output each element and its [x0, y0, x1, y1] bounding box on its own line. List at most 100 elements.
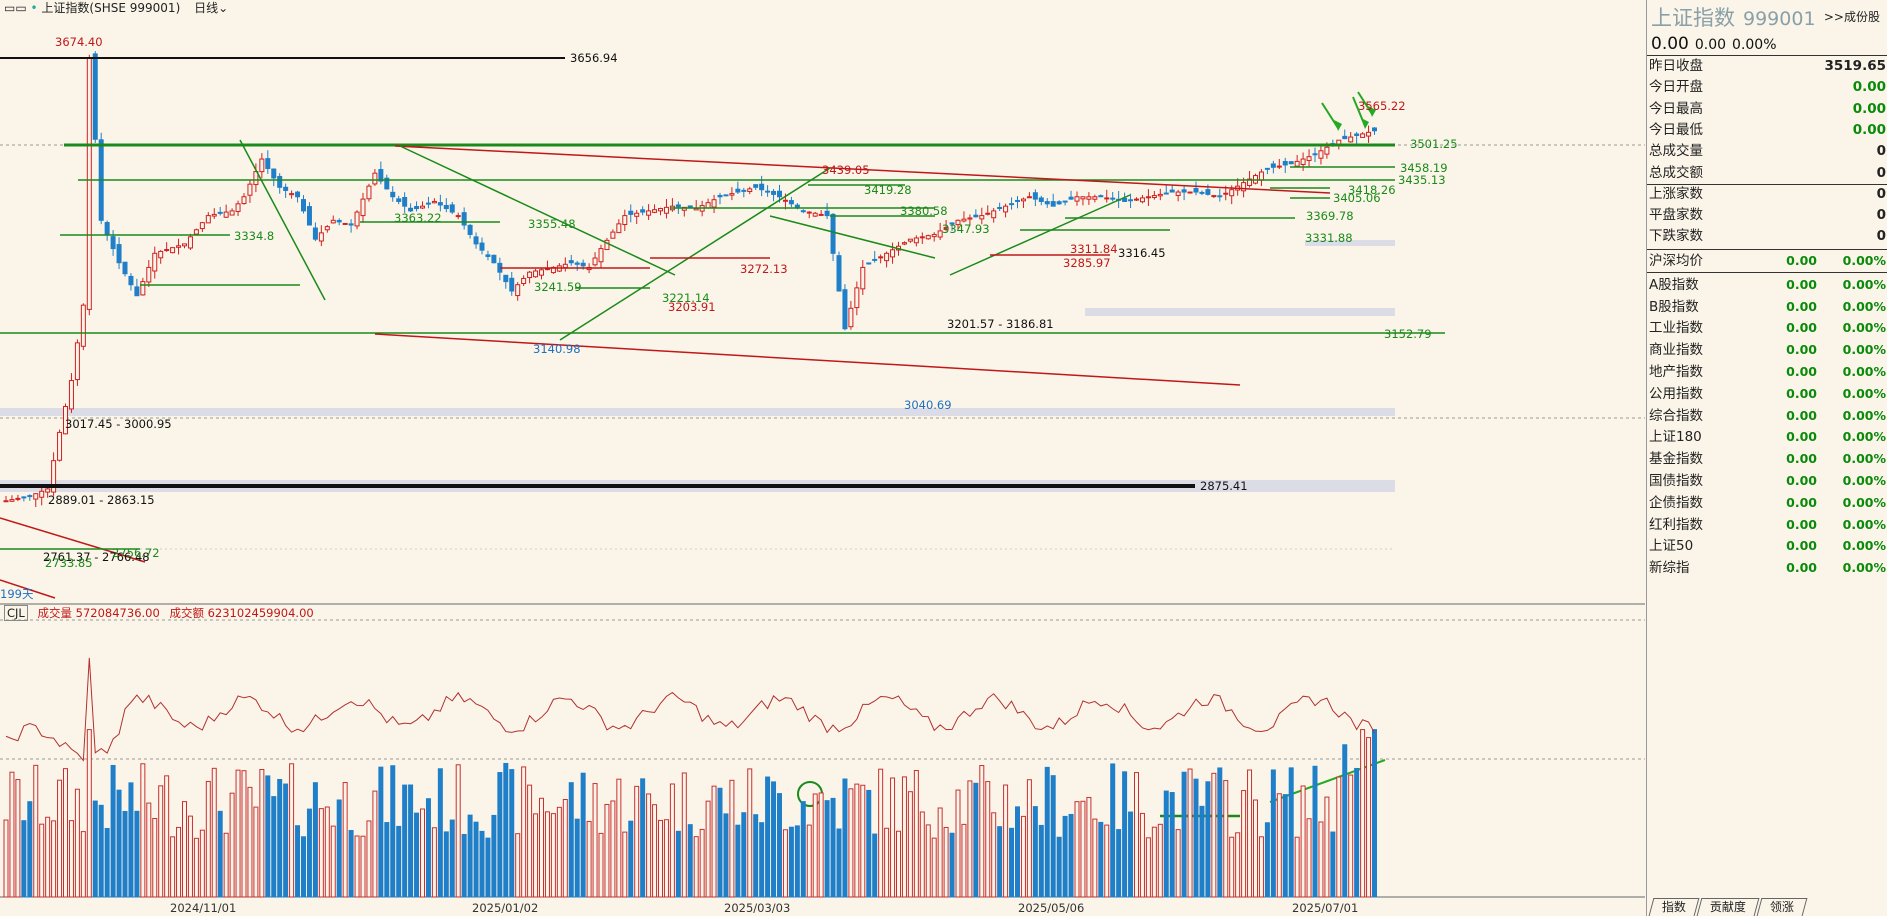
index-label: 国债指数 — [1649, 472, 1703, 489]
quote-row: 今日最高 0.00 — [1647, 99, 1887, 120]
volume-bar — [271, 796, 277, 898]
candle — [235, 203, 241, 212]
volume-bar — [312, 782, 318, 898]
candle — [1270, 163, 1276, 168]
index-row[interactable]: 上证180 0.00 0.00% — [1647, 426, 1887, 448]
index-label: 上证180 — [1649, 429, 1702, 446]
candle — [1300, 158, 1306, 166]
volume-bar — [824, 800, 830, 898]
index-value: 0.00 — [1786, 429, 1817, 445]
index-label: 上证50 — [1649, 538, 1694, 555]
candle — [1145, 196, 1151, 199]
volume-bar — [449, 819, 455, 898]
index-row[interactable]: 商业指数 0.00 0.00% — [1647, 339, 1887, 361]
volume-bar — [527, 784, 533, 898]
volume-bar — [21, 820, 27, 898]
index-row[interactable]: 工业指数 0.00 0.00% — [1647, 317, 1887, 339]
volume-bar — [1139, 812, 1145, 898]
chart-title: 上证指数(SHSE 999001) — [41, 1, 181, 15]
price-label: 3285.97 — [1063, 256, 1111, 270]
price-label: 3435.13 — [1398, 173, 1446, 187]
price-label: 3152.79 — [1384, 327, 1432, 341]
volume-bar — [979, 765, 985, 898]
index-label: B股指数 — [1649, 298, 1699, 315]
window-icon[interactable]: ▭▭ — [4, 1, 27, 15]
volume-bar — [503, 762, 509, 898]
index-value: 0.00 — [1786, 252, 1817, 268]
index-row[interactable]: 公用指数 0.00 0.00% — [1647, 383, 1887, 405]
candle — [420, 205, 425, 209]
index-row[interactable]: 地产指数 0.00 0.00% — [1647, 361, 1887, 383]
candle — [211, 213, 217, 217]
index-value: 0.00 — [1786, 407, 1817, 423]
index-row[interactable]: 上证50 0.00 0.00% — [1647, 535, 1887, 557]
chart-area[interactable]: ▭▭ • 上证指数(SHSE 999001) 日线⌄ 3674.40 3656.9… — [0, 0, 1645, 916]
volume-bar — [705, 800, 711, 898]
volume-bar — [1080, 800, 1086, 898]
price-label: 3380.58 — [900, 204, 948, 218]
status-dot-icon: • — [30, 1, 38, 15]
index-row[interactable]: 国债指数 0.00 0.00% — [1647, 470, 1887, 492]
index-change-pct: 0.00% — [1842, 538, 1886, 554]
candle — [366, 185, 372, 200]
price-label: 2761.37 - 2766.48 — [43, 550, 150, 564]
candle — [675, 204, 681, 208]
candle — [1015, 199, 1020, 202]
index-row[interactable]: A股指数 0.00 0.00% — [1647, 274, 1887, 296]
indicator-name[interactable]: CJL — [4, 605, 28, 621]
candle — [931, 233, 937, 238]
volume-bar — [812, 793, 818, 898]
volume-bar — [253, 806, 259, 898]
candle — [771, 190, 777, 195]
index-row[interactable]: 新综指 0.00 0.00% — [1647, 557, 1887, 579]
x-axis-date: 2024/11/01 — [170, 901, 236, 915]
volume-bar — [1372, 729, 1377, 898]
volume-bar — [699, 828, 705, 898]
volume-bar — [1366, 737, 1372, 898]
candle — [1169, 189, 1175, 193]
volume-bar — [473, 821, 479, 898]
volume-bar — [1104, 824, 1110, 898]
tab-1[interactable]: 贡献度 — [1696, 898, 1760, 916]
index-row[interactable]: 基金指数 0.00 0.00% — [1647, 448, 1887, 470]
candle — [1372, 127, 1377, 132]
arrow-head — [1334, 120, 1342, 131]
candle — [842, 289, 848, 330]
candle — [1032, 192, 1038, 200]
period-selector[interactable]: 日线⌄ — [194, 1, 229, 15]
tab-0[interactable]: 指数 — [1648, 898, 1700, 916]
candle — [289, 193, 295, 196]
candle — [1354, 133, 1360, 136]
volume-bar — [1056, 836, 1062, 898]
volume-bar — [901, 776, 907, 898]
price-label: 3221.14 — [662, 291, 710, 305]
price-label: 199天 — [0, 587, 34, 601]
candle — [491, 254, 497, 264]
constituents-link[interactable]: >>成份股 — [1823, 10, 1880, 24]
candle — [1360, 133, 1366, 138]
index-row[interactable]: 企债指数 0.00 0.00% — [1647, 492, 1887, 514]
volume-bar — [223, 832, 229, 898]
index-row[interactable]: 沪深均价 0.00 0.00% — [1647, 250, 1887, 272]
volume-bar — [1342, 744, 1348, 898]
candle — [152, 252, 158, 272]
index-row[interactable]: B股指数 0.00 0.00% — [1647, 296, 1887, 318]
volume-bar — [1336, 776, 1342, 898]
price-label: 3272.13 — [740, 262, 788, 276]
index-value: 0.00 — [1786, 494, 1817, 510]
price-line: 0.00 0.00 0.00% — [1651, 34, 1777, 54]
candle — [1181, 189, 1187, 193]
candle — [27, 495, 33, 498]
quote-value: 0 — [1876, 143, 1886, 160]
index-row[interactable]: 综合指数 0.00 0.00% — [1647, 405, 1887, 427]
volume-bar — [396, 825, 402, 898]
candle — [408, 207, 414, 212]
tab-2[interactable]: 领涨 — [1756, 898, 1808, 916]
index-row[interactable]: 红利指数 0.00 0.00% — [1647, 514, 1887, 536]
volume-bar — [842, 778, 848, 898]
candle — [884, 252, 890, 262]
candlestick-chart[interactable]: 3674.40 3656.94 3565.22 3501.25 3458.193435.… — [0, 0, 1645, 916]
index-change-pct: 0.00% — [1842, 429, 1886, 445]
candle — [1241, 182, 1247, 192]
volume-bar — [217, 810, 223, 898]
